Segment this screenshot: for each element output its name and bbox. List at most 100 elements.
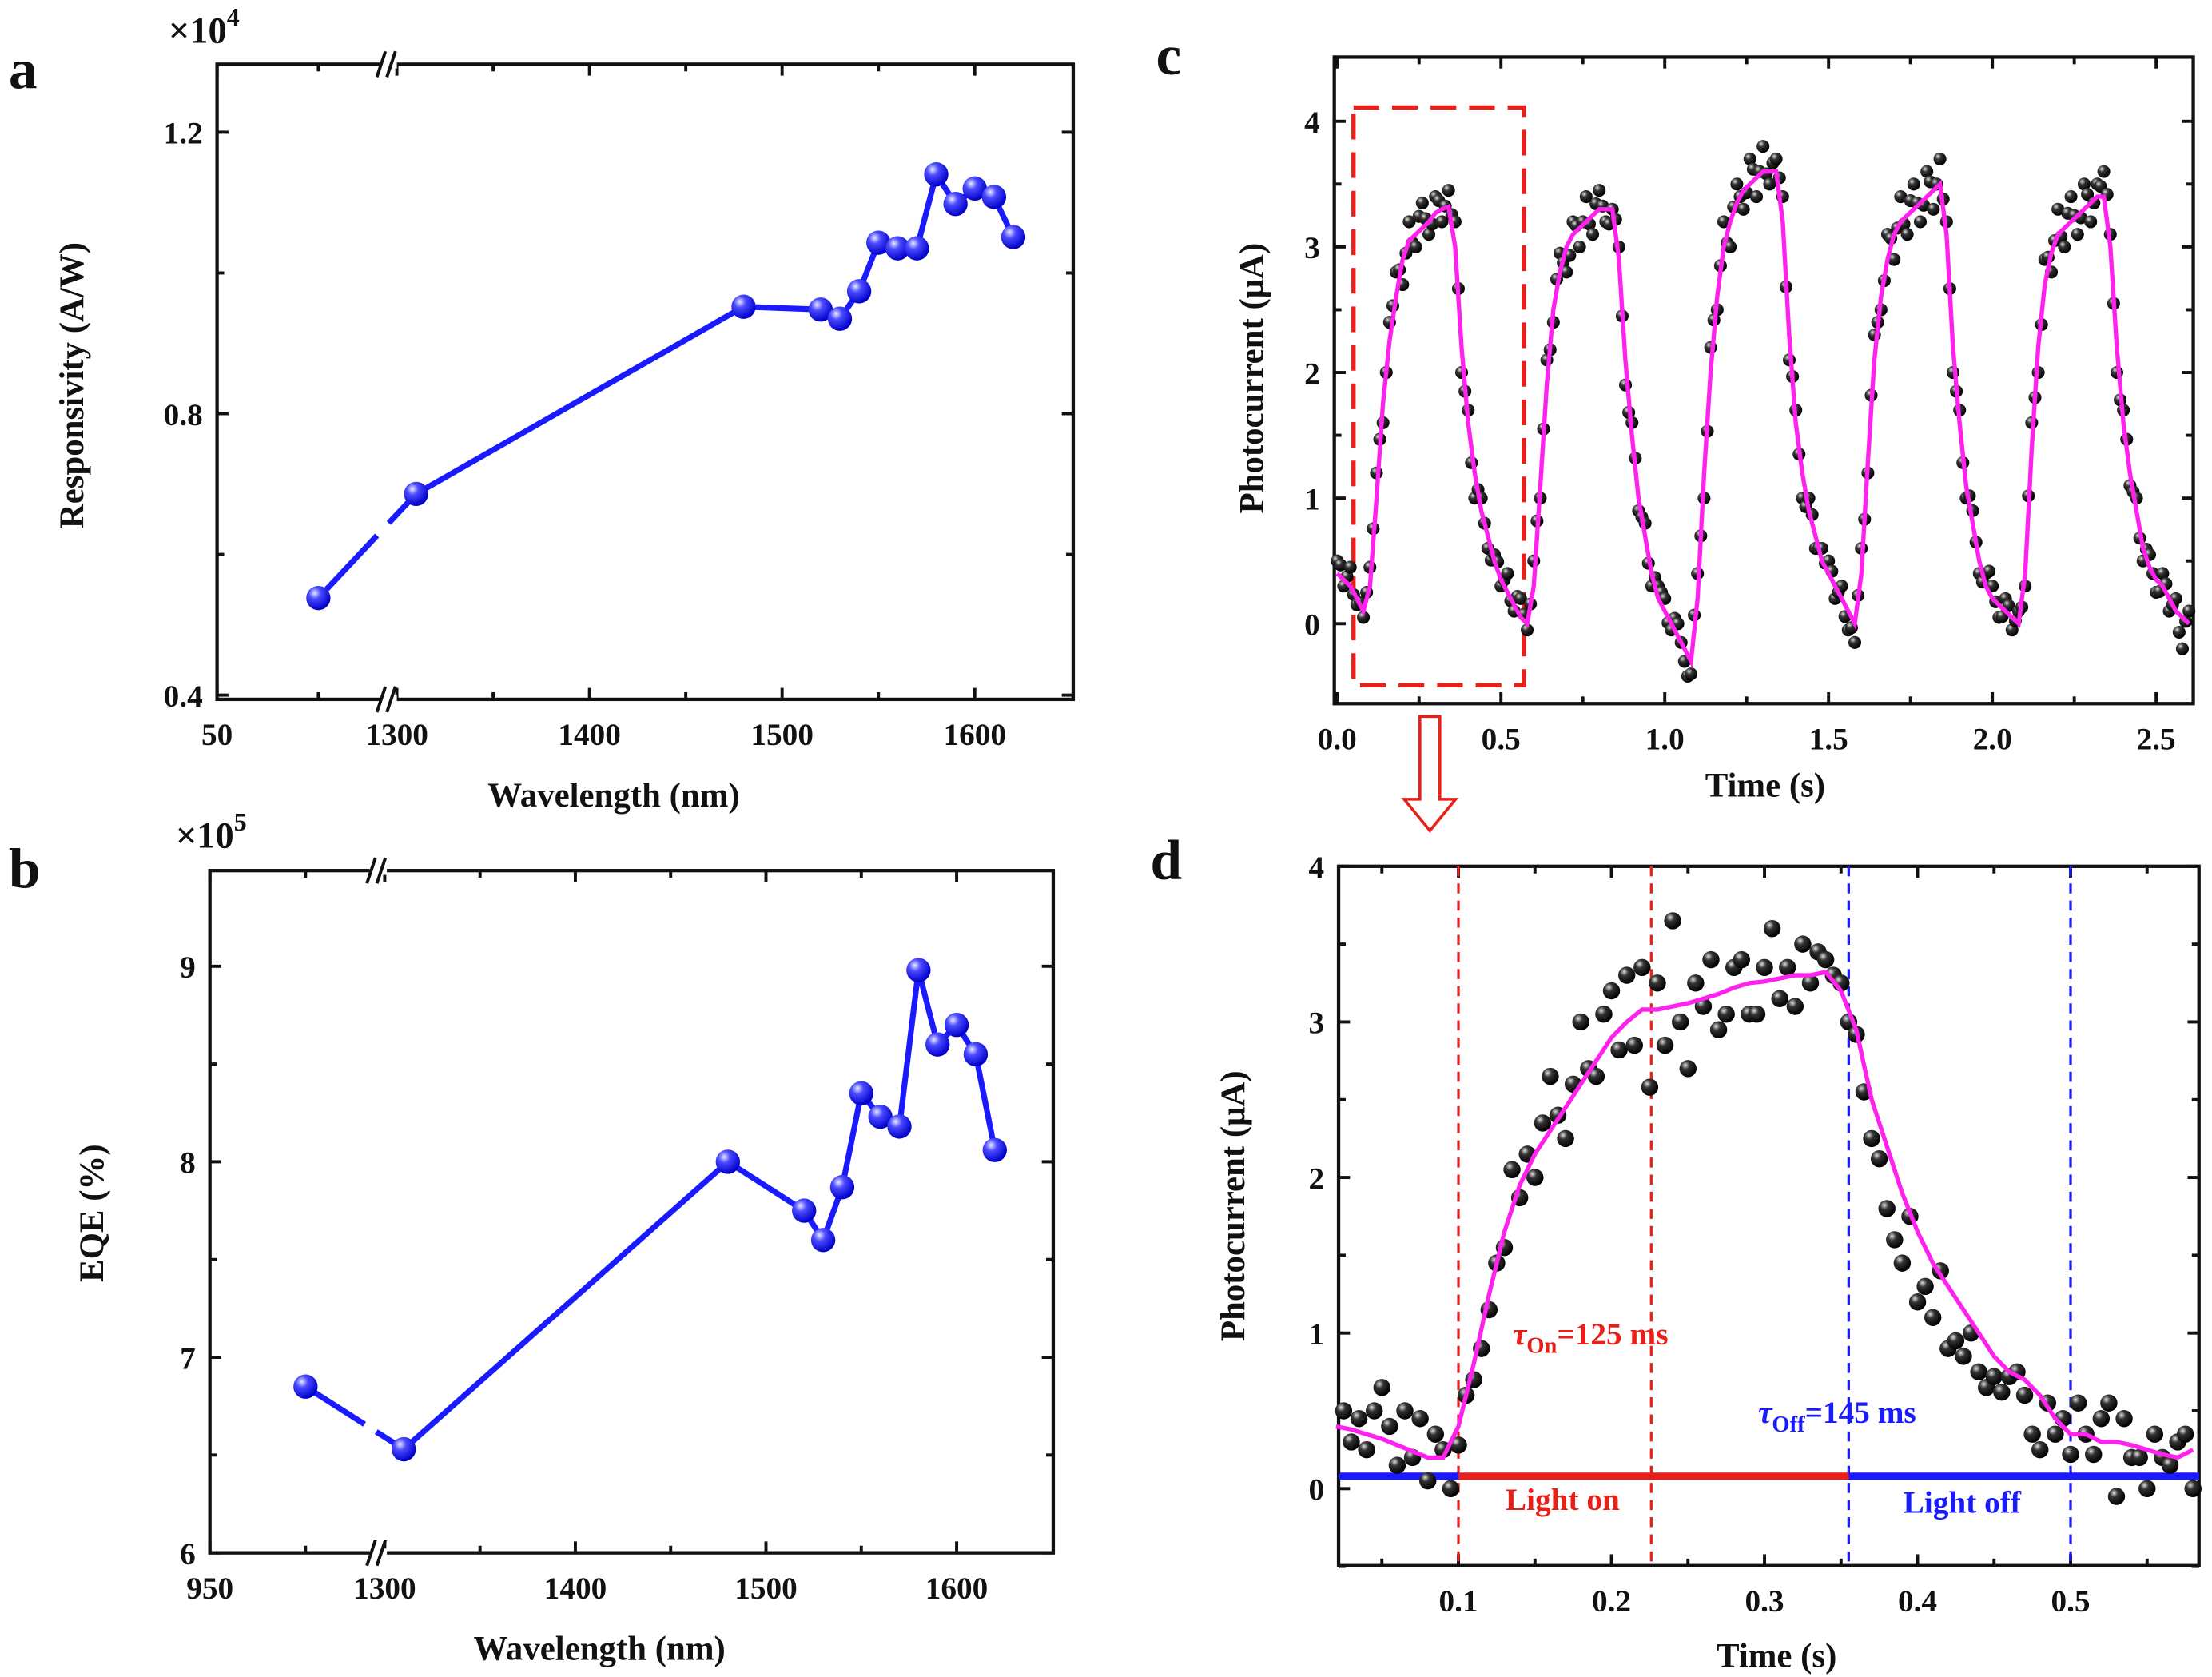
- y-tick-label-d: 4: [1309, 850, 1325, 885]
- x-tick-label-b: 1600: [925, 1571, 989, 1606]
- data-point-d: [1641, 1078, 1659, 1096]
- y-tick-label-b: 8: [180, 1146, 196, 1181]
- axis-break-mark-a: [385, 686, 397, 713]
- series-line-b: [726, 1159, 806, 1213]
- data-point-d: [1587, 1067, 1605, 1085]
- data-point-c: [1435, 215, 1449, 229]
- data-point-c: [1579, 190, 1593, 204]
- x-tick-label-c: 0.0: [1318, 722, 1357, 756]
- data-point-d: [1656, 1036, 1674, 1054]
- data-point-b: [982, 1137, 1007, 1162]
- x-tick-label-d: 0.5: [2051, 1584, 2090, 1619]
- series-line-a: [913, 173, 939, 249]
- y-tick-label-d: 1: [1309, 1317, 1325, 1352]
- data-point-b: [830, 1175, 855, 1200]
- data-point-d: [1503, 1161, 1521, 1179]
- data-point-c: [1749, 190, 1764, 204]
- data-point-d: [1893, 1254, 1912, 1272]
- data-point-c: [1585, 228, 1600, 241]
- y-tick-label-b: 7: [180, 1341, 196, 1376]
- series-line-b: [973, 1054, 998, 1151]
- data-point-d: [1717, 1005, 1735, 1023]
- data-point-b: [792, 1198, 817, 1223]
- tau-off-sub: Off: [1772, 1412, 1805, 1437]
- data-point-d: [1542, 1067, 1559, 1085]
- data-point-c: [1920, 165, 1934, 178]
- data-point-b: [810, 1228, 836, 1253]
- data-point-c: [1913, 215, 1928, 229]
- data-point-a: [731, 294, 756, 319]
- data-point-a: [866, 230, 891, 255]
- data-point-d: [2069, 1394, 2087, 1412]
- tau-off-label: τOff=145 ms: [1758, 1396, 1916, 1437]
- data-point-d: [1908, 1293, 1927, 1311]
- ylabel-d: Photocurrent (μA): [1215, 1070, 1252, 1341]
- axis-break-mark-b: [375, 857, 388, 884]
- data-point-a: [1001, 225, 1026, 249]
- data-point-d: [2138, 1480, 2156, 1498]
- data-point-d: [1526, 1169, 1544, 1186]
- data-point-d: [1771, 990, 1788, 1007]
- tau-on-value: =125 ms: [1557, 1317, 1668, 1352]
- fit-curve-d: [1335, 970, 2194, 1460]
- multiplier-a-exp: 4: [227, 2, 240, 31]
- data-point-a: [827, 306, 853, 331]
- data-point-b: [868, 1104, 893, 1129]
- data-point-d: [1786, 998, 1804, 1015]
- series-line-b: [915, 969, 941, 1046]
- fit-curve-c: [1335, 169, 2191, 669]
- data-point-d: [1993, 1383, 2011, 1401]
- tau-off-value: =145 ms: [1805, 1396, 1916, 1430]
- data-point-a: [306, 585, 331, 611]
- data-point-c: [1415, 196, 1429, 209]
- data-point-b: [963, 1042, 989, 1067]
- data-point-d: [1763, 919, 1781, 938]
- data-point-c: [1894, 190, 1908, 204]
- y-tick-label-a: 0.4: [164, 679, 203, 714]
- data-point-d: [1350, 1410, 1368, 1428]
- data-point-d: [1878, 1200, 1896, 1217]
- data-point-a: [846, 279, 872, 304]
- x-tick-label-c: 2.0: [1973, 722, 2012, 756]
- xlabel-c: Time (s): [1705, 767, 1825, 804]
- data-point-d: [1664, 912, 1681, 930]
- data-point-c: [2172, 625, 2186, 639]
- x-tick-label-a: 1400: [558, 718, 621, 752]
- x-tick-label-d: 0.4: [1898, 1584, 1937, 1619]
- data-point-b: [944, 1013, 969, 1038]
- data-point-d: [1617, 966, 1636, 984]
- y-tick-label-d: 0: [1309, 1473, 1325, 1508]
- data-point-c: [2058, 240, 2071, 253]
- data-point-d: [1595, 1005, 1613, 1023]
- data-point-d: [1886, 1231, 1904, 1249]
- data-point-d: [1801, 974, 1820, 992]
- data-point-b: [392, 1436, 416, 1462]
- data-point-d: [1602, 982, 1621, 1000]
- light-on-label: Light on: [1506, 1483, 1620, 1517]
- data-point-d: [1863, 1129, 1880, 1148]
- data-point-d: [1733, 950, 1751, 969]
- data-point-d: [1572, 1013, 1589, 1031]
- data-point-d: [2130, 1448, 2148, 1467]
- data-point-c: [2182, 604, 2196, 618]
- ylabel-b: EQE (%): [74, 1144, 111, 1282]
- data-point-d: [1365, 1402, 1383, 1420]
- series-line-b: [839, 1093, 865, 1188]
- data-point-d: [2015, 1386, 2034, 1404]
- series-line-a: [743, 304, 822, 313]
- data-point-c: [1501, 567, 1514, 580]
- data-point-c: [2156, 567, 2170, 580]
- axis-break-mark-a: [375, 686, 388, 713]
- zoom-arrow-icon: [1401, 715, 1459, 833]
- data-point-c: [2097, 165, 2111, 178]
- data-point-c: [1520, 623, 1534, 637]
- axis-break-gap-a: [380, 695, 397, 704]
- data-point-c: [2084, 215, 2098, 229]
- data-point-d: [1625, 1036, 1643, 1054]
- data-point-b: [925, 1032, 950, 1057]
- data-point-d: [2100, 1394, 2118, 1412]
- tau-on-symbol: τ: [1513, 1317, 1528, 1352]
- multiplier-b: ×105: [176, 807, 247, 856]
